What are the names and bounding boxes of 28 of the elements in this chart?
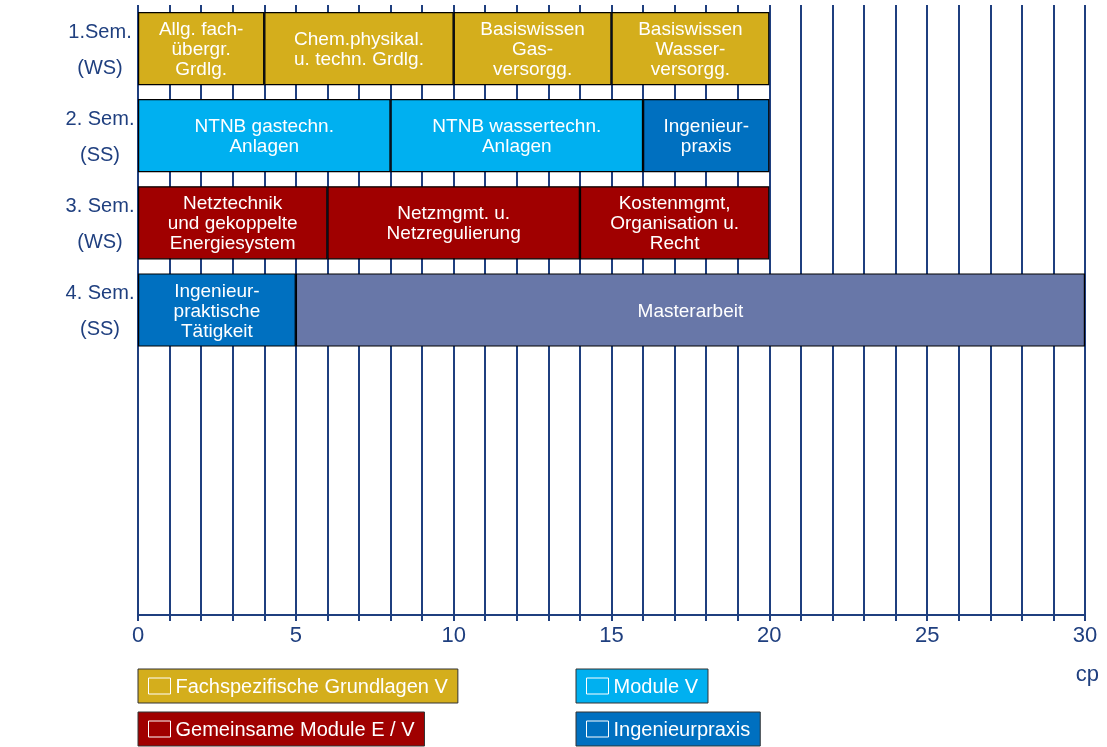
y-tick-label: 3. Sem. (WS) [65, 193, 135, 252]
x-tick-label: 15 [599, 621, 624, 647]
y-tick-label: 1.Sem. (WS) [68, 19, 132, 78]
x-axis-title: cp [1075, 660, 1100, 686]
data-label: Basiswissen Gas- versorgg. [480, 18, 585, 80]
data-label: Ingenieur- praktische Tätigkeit [173, 279, 261, 341]
data-label: Chem.physikal. u. techn. Grdlg. [294, 28, 424, 70]
x-tick-label: 30 [1072, 621, 1098, 647]
legend-label: Gemeinsame Module E / V [175, 718, 416, 740]
data-label: Ingenieur- praxis [663, 115, 749, 157]
data-label: Allg. fach- übergr. Grdlg. [158, 18, 244, 80]
data-label: Masterarbeit [637, 299, 744, 321]
data-label: Netztechnik und gekoppelte Energiesystem [167, 192, 298, 254]
data-label: Kostenmgmt, Organisation u. Recht [610, 192, 740, 254]
legend-label: Fachspezifische Grundlagen V [175, 675, 449, 697]
y-tick-label: 2. Sem. (SS) [65, 106, 135, 165]
x-tick-label: 10 [441, 621, 466, 647]
data-label: NTNB gastechn. Anlagen [194, 115, 334, 157]
x-tick-label: 25 [914, 621, 940, 647]
data-label: Basiswissen Wasser- versorgg. [638, 18, 743, 80]
legend-label: Ingenieurpraxis [613, 718, 751, 740]
y-tick-label: 4. Sem. (SS) [65, 281, 135, 339]
x-tick-label: 5 [289, 621, 302, 647]
data-label: NTNB wassertechn. Anlagen [432, 115, 602, 157]
x-tick-label: 0 [131, 621, 145, 647]
x-tick-label: 20 [757, 621, 782, 647]
legend-label: Module V [613, 675, 699, 697]
data-label: Netzmgmt. u. Netzregulierung [386, 202, 521, 244]
